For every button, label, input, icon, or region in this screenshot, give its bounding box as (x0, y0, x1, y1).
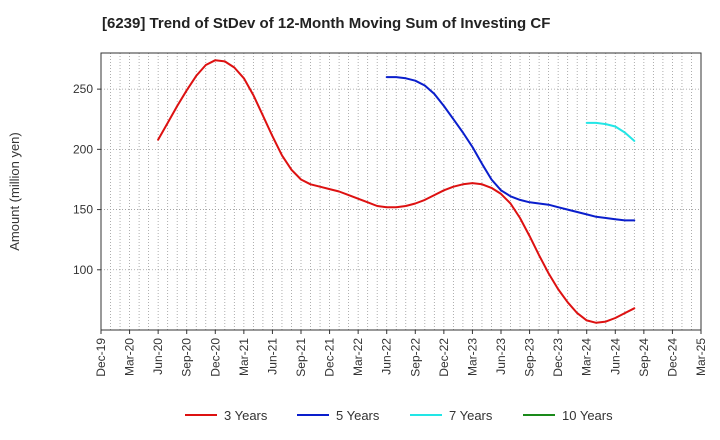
x-tick-label: Sep-20 (180, 338, 194, 377)
series-line-1 (157, 59, 636, 324)
legend-label-4: 10 Years (562, 408, 613, 423)
x-tick-label: Dec-19 (94, 338, 108, 377)
x-tick-label: Jun-20 (151, 338, 165, 375)
y-tick-label: 100 (73, 263, 93, 277)
x-tick-label: Dec-20 (208, 338, 222, 377)
grid (101, 53, 701, 330)
series-line-2 (385, 76, 636, 222)
plot-frame (100, 52, 702, 331)
y-tick-label: 250 (73, 82, 93, 96)
y-axis-ticks: 100 150 200 250 (73, 82, 101, 277)
x-tick-label: Sep-21 (294, 338, 308, 377)
legend: 3 Years 5 Years 7 Years 10 Years (185, 408, 613, 423)
y-axis-label: Amount (million yen) (7, 132, 22, 251)
series-layer (157, 59, 636, 324)
x-tick-label: Jun-22 (380, 338, 394, 375)
chart-title: [6239] Trend of StDev of 12-Month Moving… (102, 15, 550, 32)
legend-label-3: 7 Years (449, 408, 493, 423)
legend-label-1: 3 Years (224, 408, 268, 423)
y-tick-label: 150 (73, 203, 93, 217)
x-tick-label: Mar-25 (694, 338, 708, 376)
x-axis-ticks: Dec-19 Mar-20 Jun-20 Sep-20 Dec-20 Mar-21 Jun-… (94, 330, 708, 377)
x-tick-label: Jun-21 (265, 338, 279, 375)
x-tick-label: Mar-21 (237, 338, 251, 376)
series-line-3 (585, 121, 636, 142)
x-tick-label: Sep-23 (523, 338, 537, 377)
y-tick-label: 200 (73, 142, 93, 156)
x-tick-label: Mar-24 (580, 338, 594, 376)
x-tick-label: Jun-24 (608, 338, 622, 375)
x-tick-label: Sep-24 (637, 338, 651, 377)
x-tick-label: Mar-23 (465, 338, 479, 376)
x-tick-label: Dec-24 (665, 338, 679, 377)
x-tick-label: Mar-22 (351, 338, 365, 376)
x-tick-label: Dec-21 (323, 338, 337, 377)
x-tick-label: Sep-22 (408, 338, 422, 377)
x-tick-label: Dec-22 (437, 338, 451, 377)
x-tick-label: Mar-20 (123, 338, 137, 376)
legend-label-2: 5 Years (336, 408, 380, 423)
x-tick-label: Jun-23 (494, 338, 508, 375)
x-tick-label: Dec-23 (551, 338, 565, 377)
